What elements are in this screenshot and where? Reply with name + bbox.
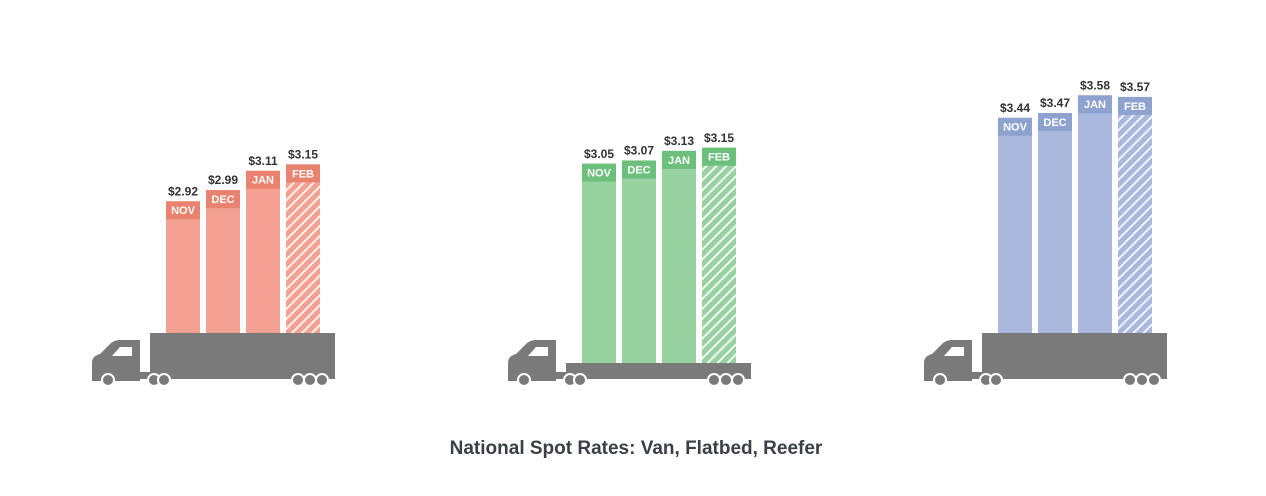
- wheel: [731, 373, 745, 387]
- truck-chassis: [552, 372, 751, 379]
- bar-label-band: [246, 170, 280, 189]
- bar: [622, 160, 656, 363]
- wheel: [1123, 373, 1137, 387]
- bar-label-band: [998, 117, 1032, 136]
- bar: [998, 117, 1032, 333]
- bar-label-band: [206, 190, 240, 209]
- wheel: [303, 373, 317, 387]
- wheel: [101, 373, 115, 387]
- category-label: FEB: [1124, 101, 1146, 113]
- bar: [1078, 95, 1112, 334]
- bar-hatch: [702, 165, 736, 363]
- truck-window: [112, 347, 132, 356]
- bar: [166, 201, 200, 333]
- chart-title: National Spot Rates: Van, Flatbed, Reefe…: [450, 438, 823, 459]
- trailer-box: [150, 333, 335, 378]
- trailer-box: [982, 333, 1167, 378]
- value-label: $3.13: [664, 134, 694, 148]
- bar-hatch: [286, 182, 320, 333]
- bar-label-band: [286, 164, 320, 183]
- value-label: $3.11: [248, 154, 278, 168]
- bar-label-band: [702, 147, 736, 166]
- bar: [582, 163, 616, 363]
- bar-label-band: [1118, 96, 1152, 115]
- category-label: NOV: [171, 205, 196, 217]
- value-label: $2.99: [208, 173, 238, 187]
- truck-cab: [508, 340, 556, 381]
- trailer-flatbed: [566, 363, 751, 373]
- bar: [662, 150, 696, 363]
- wheel: [291, 373, 305, 387]
- value-label: $2.92: [168, 184, 198, 198]
- bar-label-band: [582, 163, 616, 182]
- bar-hatch: [1118, 114, 1152, 333]
- bar-label-band: [622, 160, 656, 179]
- category-label: JAN: [668, 155, 690, 167]
- wheel: [573, 373, 587, 387]
- value-label: $3.44: [1000, 101, 1030, 115]
- truck-cab: [92, 340, 140, 381]
- bar: [246, 170, 280, 333]
- wheel: [719, 373, 733, 387]
- wheel: [1147, 373, 1161, 387]
- value-label: $3.15: [288, 148, 318, 162]
- truck-window: [528, 347, 548, 356]
- category-label: JAN: [1084, 99, 1106, 111]
- wheel: [933, 373, 947, 387]
- wheel: [315, 373, 329, 387]
- wheel: [517, 373, 531, 387]
- wheel: [989, 373, 1003, 387]
- bar-label-band: [1038, 112, 1072, 131]
- category-label: NOV: [587, 168, 612, 180]
- category-label: DEC: [211, 194, 234, 206]
- wheel: [707, 373, 721, 387]
- truck-cab: [924, 340, 972, 381]
- category-label: DEC: [1043, 117, 1066, 129]
- category-label: NOV: [1003, 122, 1028, 134]
- bar-label-band: [662, 150, 696, 169]
- value-label: $3.07: [624, 144, 654, 158]
- bar: [206, 190, 240, 333]
- bar-label-band: [166, 201, 200, 220]
- category-label: FEB: [292, 168, 314, 180]
- category-label: DEC: [627, 164, 650, 176]
- value-label: $3.05: [584, 147, 614, 161]
- bar: [1038, 112, 1072, 334]
- truck-window: [944, 347, 964, 356]
- wheel: [157, 373, 171, 387]
- value-label: $3.57: [1120, 80, 1150, 94]
- wheel: [1135, 373, 1149, 387]
- category-label: JAN: [252, 175, 274, 187]
- value-label: $3.58: [1080, 79, 1110, 93]
- value-label: $3.47: [1040, 96, 1070, 110]
- bar-label-band: [1078, 95, 1112, 114]
- category-label: FEB: [708, 152, 730, 164]
- value-label: $3.15: [704, 131, 734, 145]
